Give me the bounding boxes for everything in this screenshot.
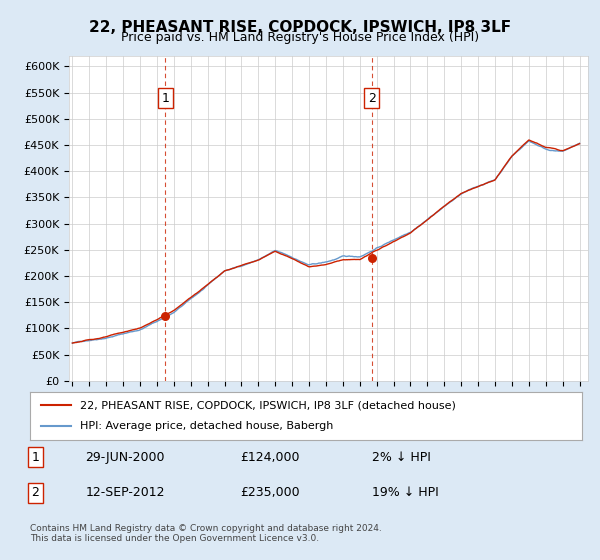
Text: Contains HM Land Registry data © Crown copyright and database right 2024.
This d: Contains HM Land Registry data © Crown c… (30, 524, 382, 543)
Text: 12-SEP-2012: 12-SEP-2012 (85, 486, 164, 500)
Text: 22, PHEASANT RISE, COPDOCK, IPSWICH, IP8 3LF (detached house): 22, PHEASANT RISE, COPDOCK, IPSWICH, IP8… (80, 400, 455, 410)
Text: 2% ↓ HPI: 2% ↓ HPI (372, 451, 431, 464)
Text: 22, PHEASANT RISE, COPDOCK, IPSWICH, IP8 3LF: 22, PHEASANT RISE, COPDOCK, IPSWICH, IP8… (89, 20, 511, 35)
Text: £124,000: £124,000 (240, 451, 299, 464)
Text: 1: 1 (32, 451, 40, 464)
Text: 2: 2 (368, 92, 376, 105)
Text: £235,000: £235,000 (240, 486, 299, 500)
Point (367, 253, 377, 262)
Text: 2: 2 (32, 486, 40, 500)
Text: 1: 1 (161, 92, 169, 105)
Text: Price paid vs. HM Land Registry's House Price Index (HPI): Price paid vs. HM Land Registry's House … (121, 31, 479, 44)
Point (160, 311, 170, 320)
Text: HPI: Average price, detached house, Babergh: HPI: Average price, detached house, Babe… (80, 421, 333, 431)
Text: 19% ↓ HPI: 19% ↓ HPI (372, 486, 439, 500)
Text: 29-JUN-2000: 29-JUN-2000 (85, 451, 164, 464)
